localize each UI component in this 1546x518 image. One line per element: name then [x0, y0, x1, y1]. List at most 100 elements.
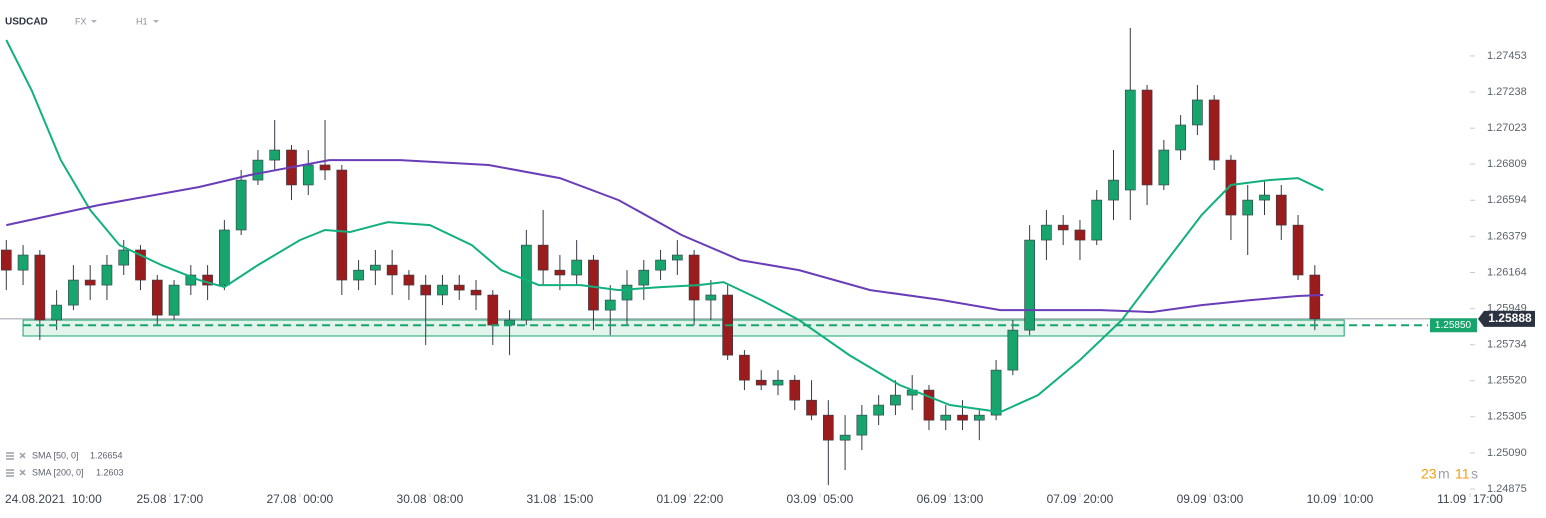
candle-body — [588, 259, 599, 311]
x-tick-label: 06.09 13:00 — [917, 492, 984, 506]
candle-body — [1192, 99, 1203, 126]
x-tick-label: 03.09 05:00 — [787, 492, 854, 506]
candle-body — [1007, 329, 1019, 371]
x-tick-label: 31.08 15:00 — [527, 492, 594, 506]
y-tick-label: 1.25305 — [1487, 411, 1527, 423]
candle-body — [319, 164, 331, 171]
sma-line — [5, 39, 1324, 414]
y-tick-label: 1.25090 — [1487, 447, 1527, 459]
countdown: 23 m 11 s — [1421, 466, 1478, 482]
candle-body — [705, 294, 717, 301]
candle-body — [1124, 89, 1136, 191]
candle-body — [235, 179, 247, 231]
candle-body — [1242, 199, 1254, 216]
candle-body — [1175, 124, 1186, 151]
legend-value: 1.2603 — [96, 467, 124, 477]
sma-line — [6, 159, 1324, 314]
candle-body — [1259, 194, 1270, 201]
candle-body — [84, 279, 96, 286]
legend-label: SMA [200, 0] — [32, 467, 84, 477]
candle-body — [370, 264, 381, 271]
candle-body — [923, 389, 935, 421]
candle-body — [822, 414, 834, 441]
candle-body — [437, 284, 448, 296]
x-tick-label: 09.09 03:00 — [1177, 492, 1244, 506]
legend-close[interactable] — [19, 452, 26, 476]
dropdown-arrow[interactable] — [91, 20, 97, 23]
candle-body — [1057, 224, 1069, 231]
candle-body — [151, 279, 163, 316]
candle-body — [755, 379, 767, 386]
candle-body — [1275, 194, 1287, 226]
y-tick-label: 1.27023 — [1487, 122, 1527, 134]
countdown-unit: m — [1438, 466, 1450, 482]
candle-body — [17, 254, 29, 271]
candle-body — [1074, 229, 1086, 241]
legend — [6, 452, 26, 477]
y-tick-label: 1.24875 — [1487, 483, 1527, 495]
y-tick-label: 1.27238 — [1487, 86, 1527, 98]
candle-body — [571, 259, 583, 276]
level-label-box — [1430, 318, 1477, 333]
level-label: 1.25850 — [1435, 320, 1472, 331]
y-tick-label: 1.25734 — [1487, 339, 1527, 351]
y-tick-label: 1.25520 — [1487, 375, 1527, 387]
candle-body — [990, 369, 1002, 416]
candle-body — [68, 279, 79, 306]
legend-label: SMA [50, 0] — [32, 450, 79, 460]
candle-body — [252, 159, 264, 181]
x-tick-label: 25.08 17:00 — [136, 492, 203, 506]
symbol[interactable]: USDCAD — [5, 17, 48, 28]
legend-value: 1.26654 — [90, 450, 123, 460]
countdown-minutes: 23 — [1421, 466, 1437, 482]
candle-body — [655, 259, 666, 271]
candle-body — [973, 414, 985, 421]
candle-body — [621, 284, 633, 301]
candle-body — [0, 249, 12, 271]
market[interactable]: FX — [75, 16, 87, 26]
candle-body — [1208, 99, 1220, 161]
candle-body — [1292, 224, 1304, 276]
x-tick-label: 10.09 10:00 — [1307, 492, 1374, 506]
candle-body — [1225, 159, 1237, 216]
candle-body — [34, 254, 46, 321]
candle-body — [101, 264, 113, 286]
x-tick-label: 11.09 17:00 — [1437, 492, 1503, 506]
price-label: 1.25888 — [1488, 311, 1532, 325]
interval[interactable]: H1 — [136, 16, 148, 26]
candle-body — [51, 304, 62, 321]
candle-body — [873, 404, 884, 416]
candle-body — [839, 434, 851, 441]
y-tick-label: 1.26164 — [1487, 266, 1527, 278]
candle-body — [671, 254, 683, 261]
candle-body — [487, 294, 499, 326]
candle-body — [185, 274, 197, 286]
x-tick-label: 07.09 20:00 — [1047, 492, 1114, 506]
candle-body — [403, 274, 415, 286]
x-tick-label: 24.08.2021 10:00 — [5, 492, 102, 506]
candle-body — [420, 284, 432, 296]
dropdown-arrow[interactable] — [153, 20, 159, 23]
candle-body — [890, 394, 901, 406]
candle-body — [135, 249, 146, 281]
y-tick-label: 1.26594 — [1487, 194, 1527, 206]
candle-body — [739, 354, 750, 381]
candle-body — [386, 264, 398, 276]
candle-body — [1141, 89, 1153, 186]
candle-body — [957, 414, 968, 421]
candle-body — [1309, 274, 1321, 320]
countdown-seconds: 11 — [1455, 466, 1470, 482]
x-tick-label: 01.09 22:00 — [657, 492, 724, 506]
price-label-box — [1478, 310, 1535, 327]
candle-body — [1024, 239, 1035, 331]
candle-body — [940, 414, 952, 421]
candle-body — [537, 244, 549, 271]
y-tick-label: 1.26379 — [1487, 230, 1527, 242]
candle-body — [604, 299, 616, 311]
candle-body — [453, 284, 465, 291]
zone — [22, 319, 1345, 337]
x-tick-label: 30.08 08:00 — [397, 492, 464, 506]
legend-icon[interactable] — [6, 452, 14, 477]
candle-body — [638, 269, 650, 286]
